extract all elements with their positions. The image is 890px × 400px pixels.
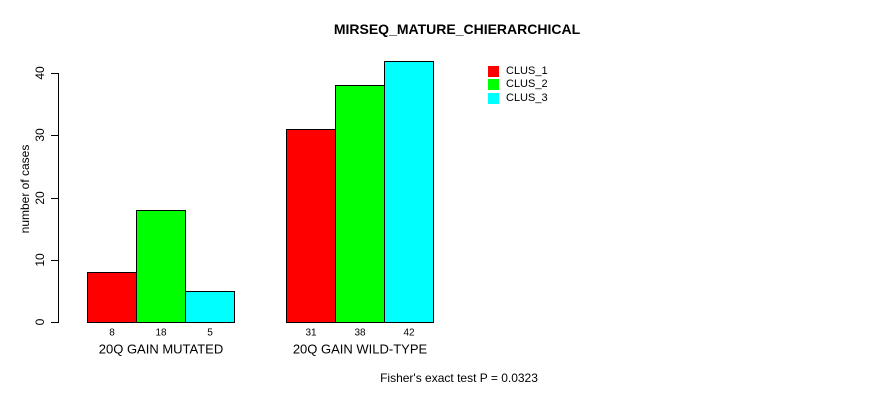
legend-swatch-clus_2: [488, 79, 499, 90]
bar-value-label: 42: [403, 327, 415, 339]
bar-value-label: 5: [207, 327, 213, 339]
bar-value-label: 18: [155, 327, 167, 339]
bar-clus_3: [185, 291, 235, 323]
y-tick: [51, 198, 58, 199]
legend-label: CLUS_1: [506, 65, 548, 77]
bar-value-label: 8: [109, 327, 115, 339]
bar-value-label: 31: [305, 327, 317, 339]
bar-clus_3: [384, 61, 434, 323]
y-tick: [51, 260, 58, 261]
x-category-label: 20Q GAIN MUTATED: [98, 341, 224, 357]
bar-clus_2: [136, 210, 186, 323]
bar-clus_2: [335, 85, 385, 323]
y-axis-line: [58, 73, 59, 323]
y-tick: [51, 322, 58, 323]
legend-label: CLUS_2: [506, 78, 548, 90]
stat-annotation: Fisher's exact test P = 0.0323: [380, 371, 538, 385]
legend-label: CLUS_3: [506, 92, 548, 104]
bar-clus_1: [87, 272, 137, 323]
x-category-label: 20Q GAIN WILD-TYPE: [292, 341, 428, 357]
y-tick: [51, 135, 58, 136]
bar-value-label: 38: [354, 327, 366, 339]
legend-swatch-clus_1: [488, 66, 499, 77]
chart-title: MIRSEQ_MATURE_CHIERARCHICAL: [333, 21, 581, 37]
legend-swatch-clus_3: [488, 93, 499, 104]
y-tick: [51, 73, 58, 74]
